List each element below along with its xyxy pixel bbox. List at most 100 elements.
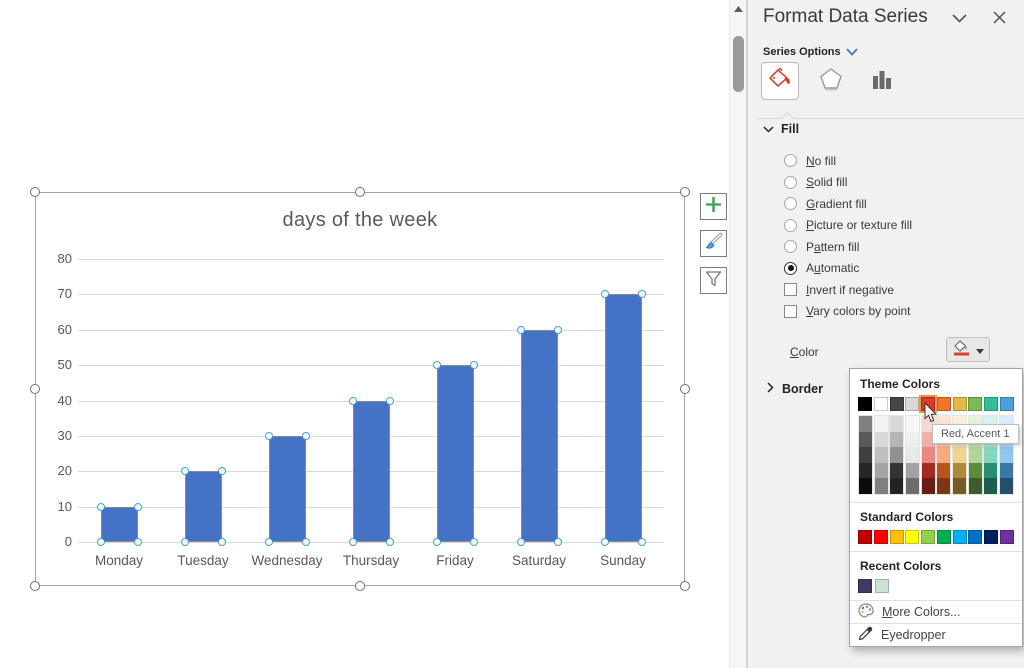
scrollbar-thumb[interactable] — [733, 36, 744, 92]
y-axis-tick-label[interactable]: 0 — [64, 534, 72, 549]
tab-series-options[interactable] — [863, 62, 901, 100]
fill-option-automatic[interactable]: Automatic — [784, 258, 912, 280]
color-variant-swatch[interactable] — [921, 462, 935, 479]
chart-resize-handle[interactable] — [30, 384, 40, 394]
theme-color-swatch-5[interactable] — [936, 397, 951, 411]
bar-friday[interactable] — [436, 365, 474, 542]
worksheet-area[interactable]: days of the week 0 10 20 30 40 50 60 70 80 Monday… — [0, 0, 729, 668]
theme-color-swatch-8[interactable] — [984, 397, 999, 411]
y-axis-tick-label[interactable]: 70 — [57, 286, 72, 302]
color-variant-swatch[interactable] — [937, 462, 951, 479]
standard-color-swatch-2[interactable] — [889, 529, 904, 544]
color-variant-swatch[interactable] — [905, 478, 919, 494]
y-axis-tick-label[interactable]: 80 — [57, 251, 72, 266]
chart-resize-handle[interactable] — [680, 581, 690, 591]
bar-thursday[interactable] — [352, 400, 390, 542]
color-variant-swatch[interactable] — [874, 478, 888, 494]
color-variant-swatch[interactable] — [984, 447, 998, 463]
checkbox[interactable] — [784, 304, 797, 318]
color-variant-swatch[interactable] — [890, 462, 904, 479]
standard-color-swatch-5[interactable] — [936, 529, 951, 544]
theme-color-swatch-6[interactable] — [952, 397, 967, 411]
x-axis-category-label[interactable]: Saturday — [511, 553, 567, 568]
close-icon[interactable] — [988, 6, 1010, 28]
color-variant-swatch[interactable] — [984, 478, 998, 494]
bar-tuesday[interactable] — [184, 471, 222, 542]
y-axis-tick-label[interactable]: 40 — [57, 392, 72, 408]
eyedropper-item[interactable]: Eyedropper — [850, 624, 1022, 646]
x-axis-category-label[interactable]: Friday — [436, 553, 474, 568]
chart-resize-handle[interactable] — [680, 384, 690, 394]
y-axis-tick-label[interactable]: 60 — [57, 321, 72, 337]
fill-option-picture-or-texture-fill[interactable]: Picture or texture fill — [784, 215, 912, 237]
bar-saturday[interactable] — [520, 329, 558, 542]
color-variant-swatch[interactable] — [999, 462, 1013, 479]
chevron-down-icon[interactable] — [845, 43, 858, 61]
x-axis-category-label[interactable]: Wednesday — [251, 553, 323, 568]
color-variant-swatch[interactable] — [999, 447, 1013, 463]
chart-resize-handle[interactable] — [680, 187, 690, 197]
color-variant-swatch[interactable] — [874, 447, 888, 463]
tab-effects[interactable] — [812, 62, 850, 100]
color-variant-swatch[interactable] — [905, 416, 919, 432]
y-axis-tick-label[interactable]: 10 — [57, 498, 72, 514]
bar-wednesday[interactable] — [268, 435, 306, 542]
bar-monday[interactable] — [100, 506, 138, 542]
y-axis-tick-label[interactable]: 30 — [57, 427, 72, 443]
x-axis-category-label[interactable]: Thursday — [342, 553, 400, 568]
y-axis-tick-label[interactable]: 50 — [57, 357, 72, 373]
standard-color-swatch-0[interactable] — [858, 529, 872, 544]
standard-color-swatch-7[interactable] — [968, 529, 983, 544]
tab-fill-and-line[interactable] — [761, 62, 799, 100]
theme-color-swatch-3[interactable] — [905, 397, 920, 411]
series-options-dropdown[interactable]: Series Options — [763, 43, 858, 61]
color-variant-swatch[interactable] — [999, 478, 1013, 494]
color-variant-swatch[interactable] — [859, 478, 872, 494]
color-variant-swatch[interactable] — [921, 431, 935, 448]
theme-color-swatch-1[interactable] — [873, 397, 888, 411]
color-variant-swatch[interactable] — [890, 416, 904, 432]
chart-elements-button[interactable] — [700, 193, 727, 220]
color-variant-swatch[interactable] — [921, 478, 935, 494]
chevron-down-icon[interactable] — [948, 8, 970, 28]
color-variant-swatch[interactable] — [921, 447, 935, 463]
standard-color-swatch-8[interactable] — [984, 529, 999, 544]
standard-color-swatch-3[interactable] — [905, 529, 920, 544]
color-variant-swatch[interactable] — [874, 431, 888, 448]
theme-color-swatch-2[interactable] — [889, 397, 904, 411]
color-variant-swatch[interactable] — [859, 416, 872, 432]
color-variant-swatch[interactable] — [905, 462, 919, 479]
vertical-scrollbar[interactable] — [729, 0, 746, 668]
color-variant-swatch[interactable] — [859, 431, 872, 448]
color-variant-swatch[interactable] — [968, 462, 982, 479]
theme-color-swatch-7[interactable] — [968, 397, 983, 411]
fill-color-button[interactable] — [946, 337, 990, 362]
standard-color-swatch-6[interactable] — [952, 529, 967, 544]
color-variant-swatch[interactable] — [937, 447, 951, 463]
chart-title[interactable]: days of the week — [282, 209, 438, 231]
radio-checked[interactable] — [784, 261, 797, 275]
border-section-header[interactable]: Border — [767, 382, 823, 396]
scroll-up-arrow-icon[interactable] — [730, 0, 747, 17]
y-axis-tick-label[interactable]: 20 — [57, 463, 72, 479]
color-variant-swatch[interactable] — [968, 447, 982, 463]
color-variant-swatch[interactable] — [890, 431, 904, 448]
color-variant-swatch[interactable] — [952, 447, 966, 463]
chart-resize-handle[interactable] — [355, 581, 365, 591]
color-variant-swatch[interactable] — [952, 478, 966, 494]
radio[interactable] — [784, 197, 797, 211]
x-axis-category-label[interactable]: Sunday — [600, 553, 646, 568]
fill-option-invert-if-negative[interactable]: Invert if negative — [784, 279, 912, 301]
chart-filters-button[interactable] — [700, 267, 727, 294]
theme-color-swatch-0[interactable] — [858, 397, 872, 411]
standard-color-swatch-1[interactable] — [873, 529, 888, 544]
chart-styles-button[interactable] — [700, 230, 727, 257]
fill-option-vary-colors-by-point[interactable]: Vary colors by point — [784, 301, 912, 323]
color-variant-swatch[interactable] — [905, 431, 919, 448]
color-variant-swatch[interactable] — [984, 462, 998, 479]
fill-option-gradient-fill[interactable]: Gradient fill — [784, 193, 912, 215]
fill-option-no-fill[interactable]: No fill — [784, 150, 912, 172]
color-variant-swatch[interactable] — [890, 447, 904, 463]
bar-sunday[interactable] — [604, 294, 642, 542]
chart-resize-handle[interactable] — [30, 187, 40, 197]
